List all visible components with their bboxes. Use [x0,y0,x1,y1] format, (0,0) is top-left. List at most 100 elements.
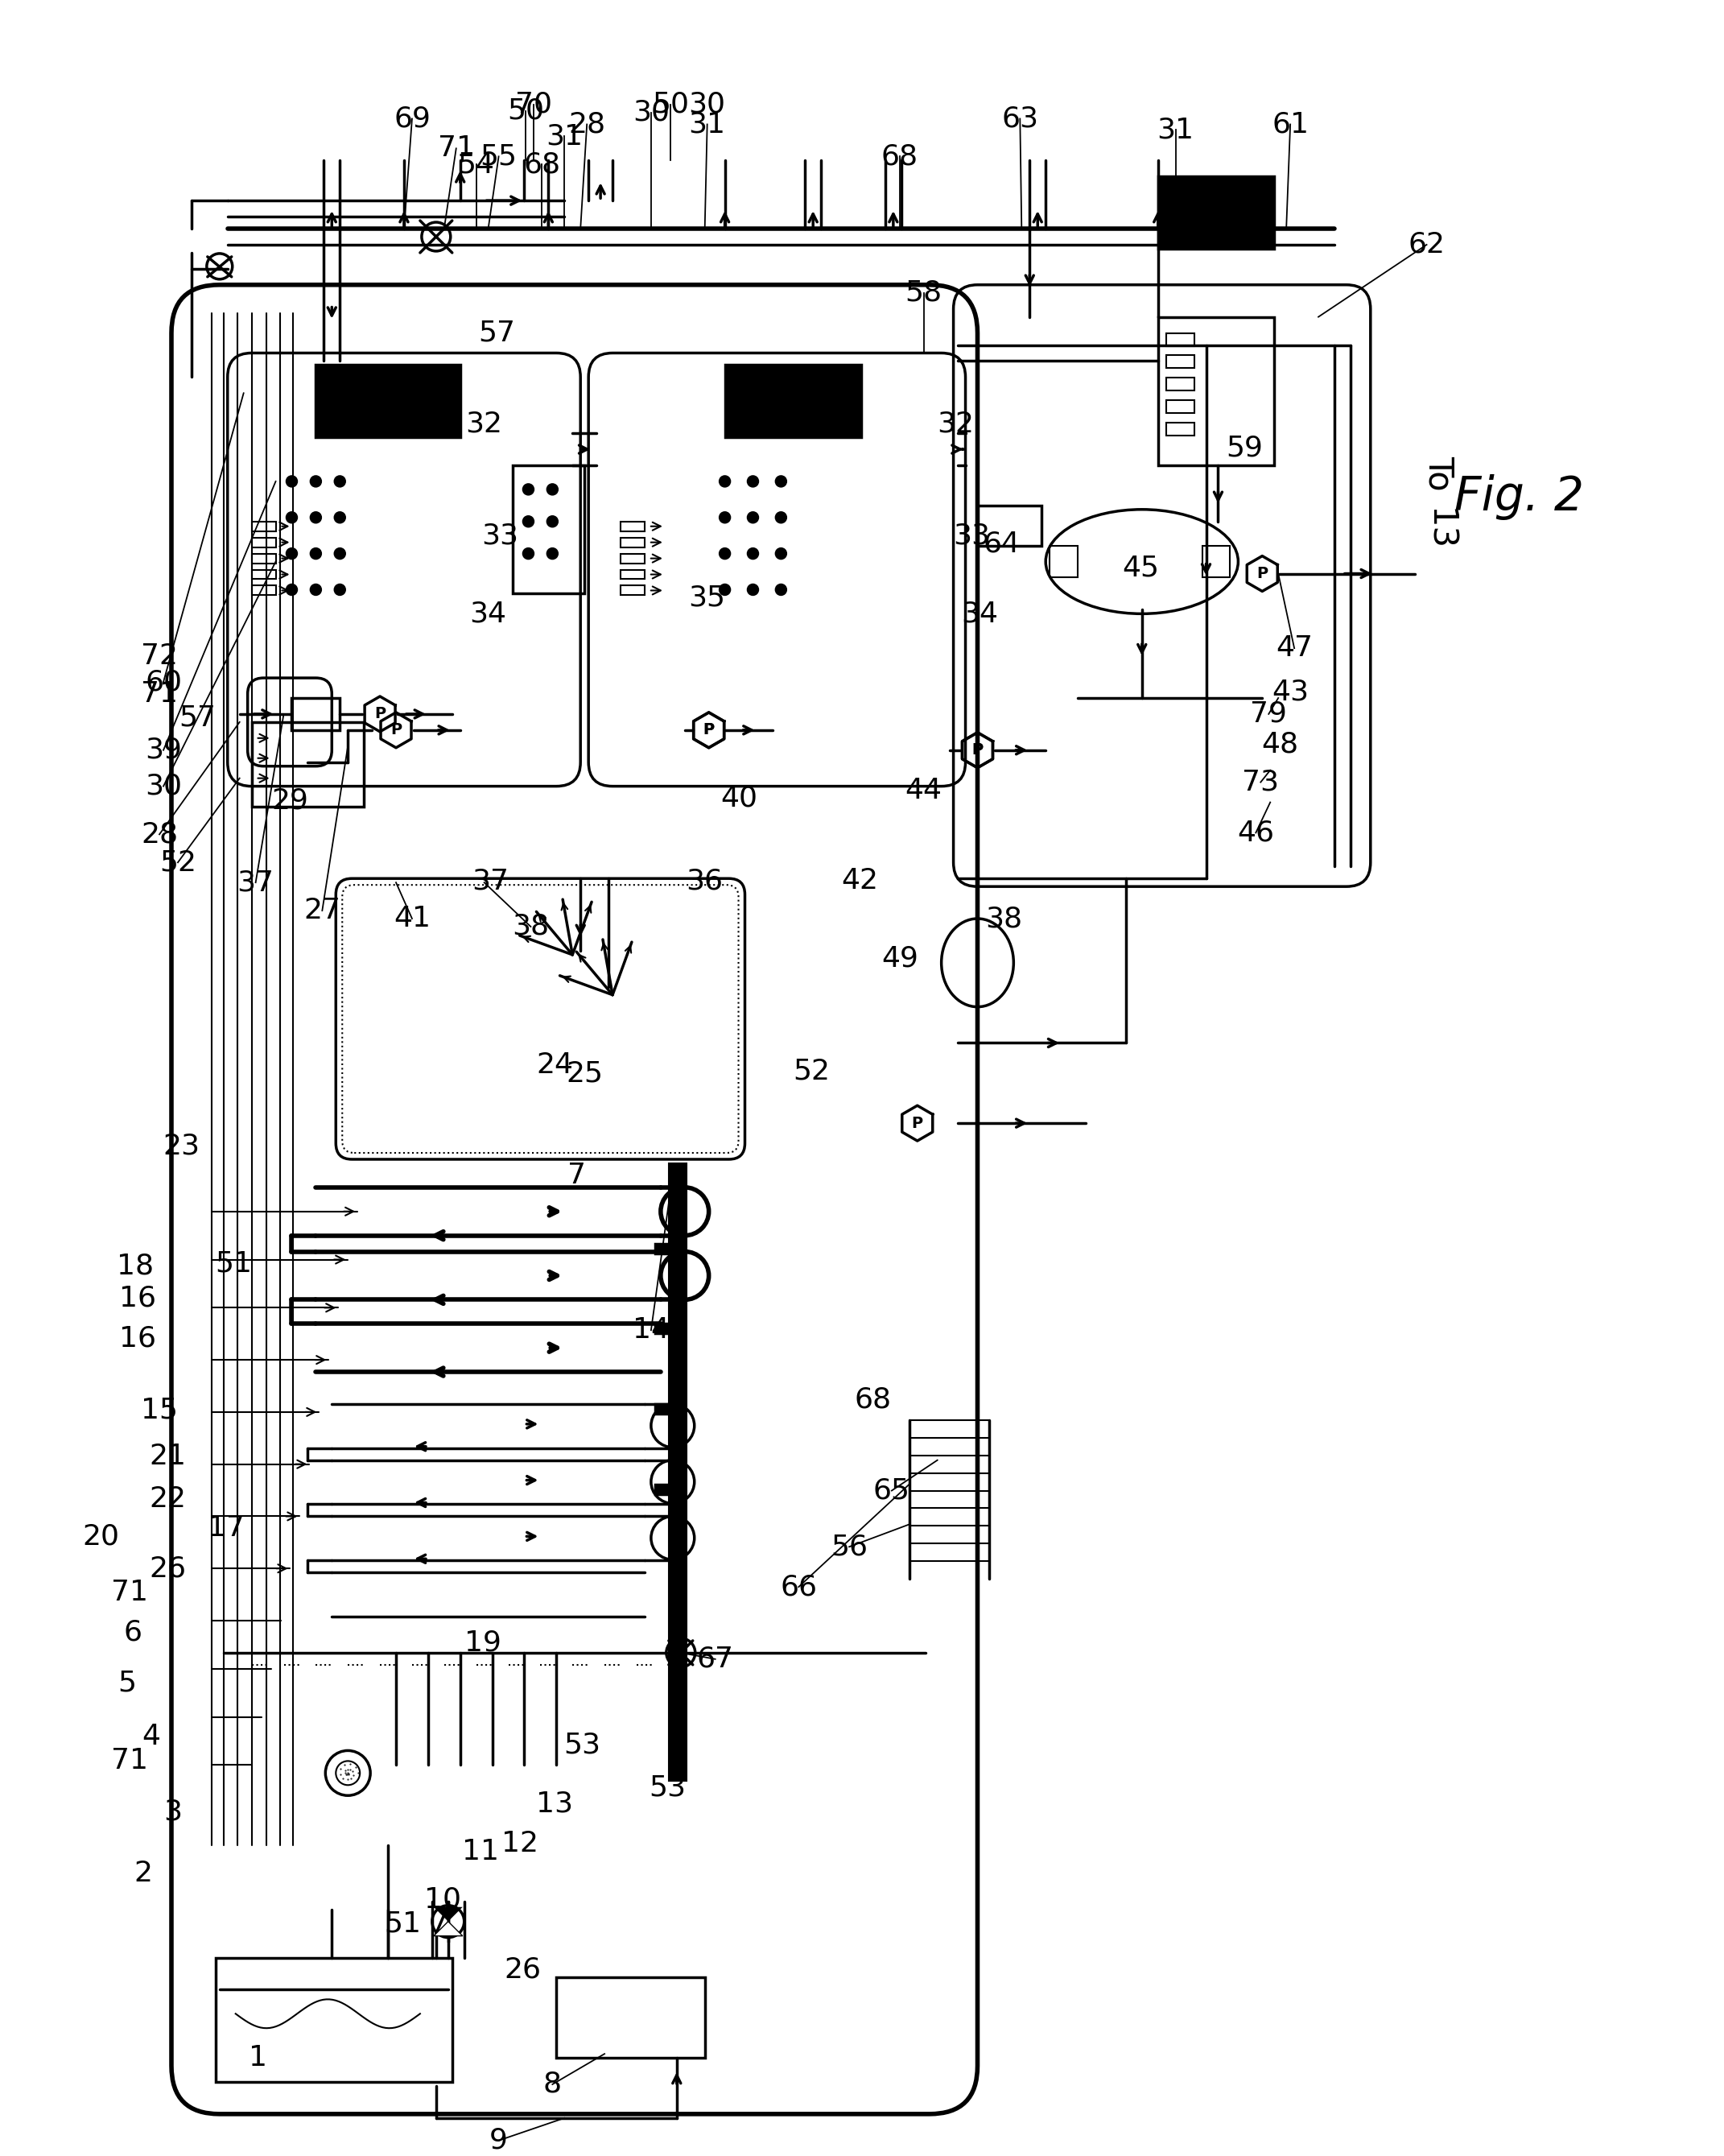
Bar [978,505,1041,545]
Text: 24: 24 [536,1052,574,1080]
Text: 6: 6 [124,1619,141,1647]
Text: 68: 68 [855,1386,891,1414]
Bar [655,1244,669,1253]
Bar [655,1324,669,1332]
Text: 8: 8 [543,2070,562,2098]
Text: 36: 36 [686,867,724,895]
Text: 55: 55 [481,142,517,170]
Circle shape [721,513,729,522]
Text: 23: 23 [162,1132,200,1160]
Bar [252,586,276,595]
Text: 65: 65 [872,1477,910,1505]
Text: P: P [972,742,983,757]
Bar [724,364,862,438]
Text: 4: 4 [141,1723,160,1751]
Text: 18: 18 [117,1253,153,1281]
Circle shape [748,476,759,487]
Text: P: P [1257,567,1267,582]
Text: 50: 50 [652,91,690,119]
Bar [512,466,584,593]
Text: 34: 34 [962,599,998,627]
Text: 33: 33 [481,522,519,550]
Text: To: To [1422,455,1455,492]
Circle shape [524,550,533,558]
Circle shape [548,550,557,558]
Text: 60: 60 [145,668,183,696]
Circle shape [310,476,321,487]
Bar [252,522,276,530]
Circle shape [286,584,297,595]
Text: 43: 43 [1272,677,1309,705]
Text: 13: 13 [536,1789,574,1818]
Text: 57: 57 [179,705,216,731]
Text: 33: 33 [953,522,990,550]
Bar [252,569,276,580]
Text: 30: 30 [688,91,726,119]
Circle shape [721,550,729,558]
Bar [315,364,460,438]
Bar [1202,545,1231,578]
Text: 38: 38 [986,906,1022,931]
Text: 67: 67 [696,1645,734,1673]
Text: 9: 9 [490,2126,509,2154]
Text: 29: 29 [272,787,309,815]
Circle shape [286,513,297,522]
Circle shape [748,513,759,522]
Text: 59: 59 [1226,433,1264,461]
Text: 73: 73 [1241,768,1279,796]
Circle shape [776,584,786,595]
Text: P: P [912,1115,922,1132]
Text: 30: 30 [633,99,669,125]
Circle shape [776,513,786,522]
Text: 27: 27 [303,897,341,925]
Text: 68: 68 [524,151,560,179]
Text: 58: 58 [905,278,943,306]
Circle shape [286,476,297,487]
Text: P: P [972,742,983,757]
Text: 48: 48 [1262,731,1298,759]
Text: 62: 62 [1409,231,1445,259]
Text: 61: 61 [1272,110,1309,138]
Text: 10: 10 [424,1886,460,1915]
Text: 13: 13 [1422,509,1455,552]
Text: 12: 12 [502,1830,540,1856]
Text: 79: 79 [1250,701,1288,729]
Text: 31: 31 [688,110,726,138]
Text: 25: 25 [565,1061,603,1087]
Bar [252,722,364,806]
Text: 26: 26 [503,1955,541,1984]
Text: 45: 45 [1122,554,1159,582]
Bar [621,586,645,595]
Circle shape [548,517,557,526]
Bar [1050,545,1078,578]
Text: 47: 47 [1276,634,1312,662]
Text: 17: 17 [207,1516,245,1542]
Circle shape [334,550,345,558]
Circle shape [334,584,345,595]
Circle shape [310,550,321,558]
Bar [1165,423,1195,436]
Bar [669,1164,686,1781]
Circle shape [286,550,297,558]
Text: 54: 54 [457,151,495,179]
Text: 22: 22 [148,1485,186,1511]
Text: 32: 32 [938,410,974,438]
Text: 31: 31 [547,123,583,151]
Text: 63: 63 [1002,106,1038,132]
Text: 3: 3 [164,1798,183,1826]
Bar [621,522,645,530]
Circle shape [748,584,759,595]
Circle shape [524,517,533,526]
Circle shape [748,550,759,558]
Text: 21: 21 [148,1442,186,1470]
Circle shape [776,476,786,487]
Text: 39: 39 [145,737,181,763]
Text: 56: 56 [831,1533,867,1561]
Bar [1159,317,1274,466]
Circle shape [776,550,786,558]
Bar [1165,356,1195,369]
Polygon shape [434,1921,462,1936]
Text: 68: 68 [881,142,919,170]
Bar [291,699,340,731]
Text: 30: 30 [145,772,183,800]
